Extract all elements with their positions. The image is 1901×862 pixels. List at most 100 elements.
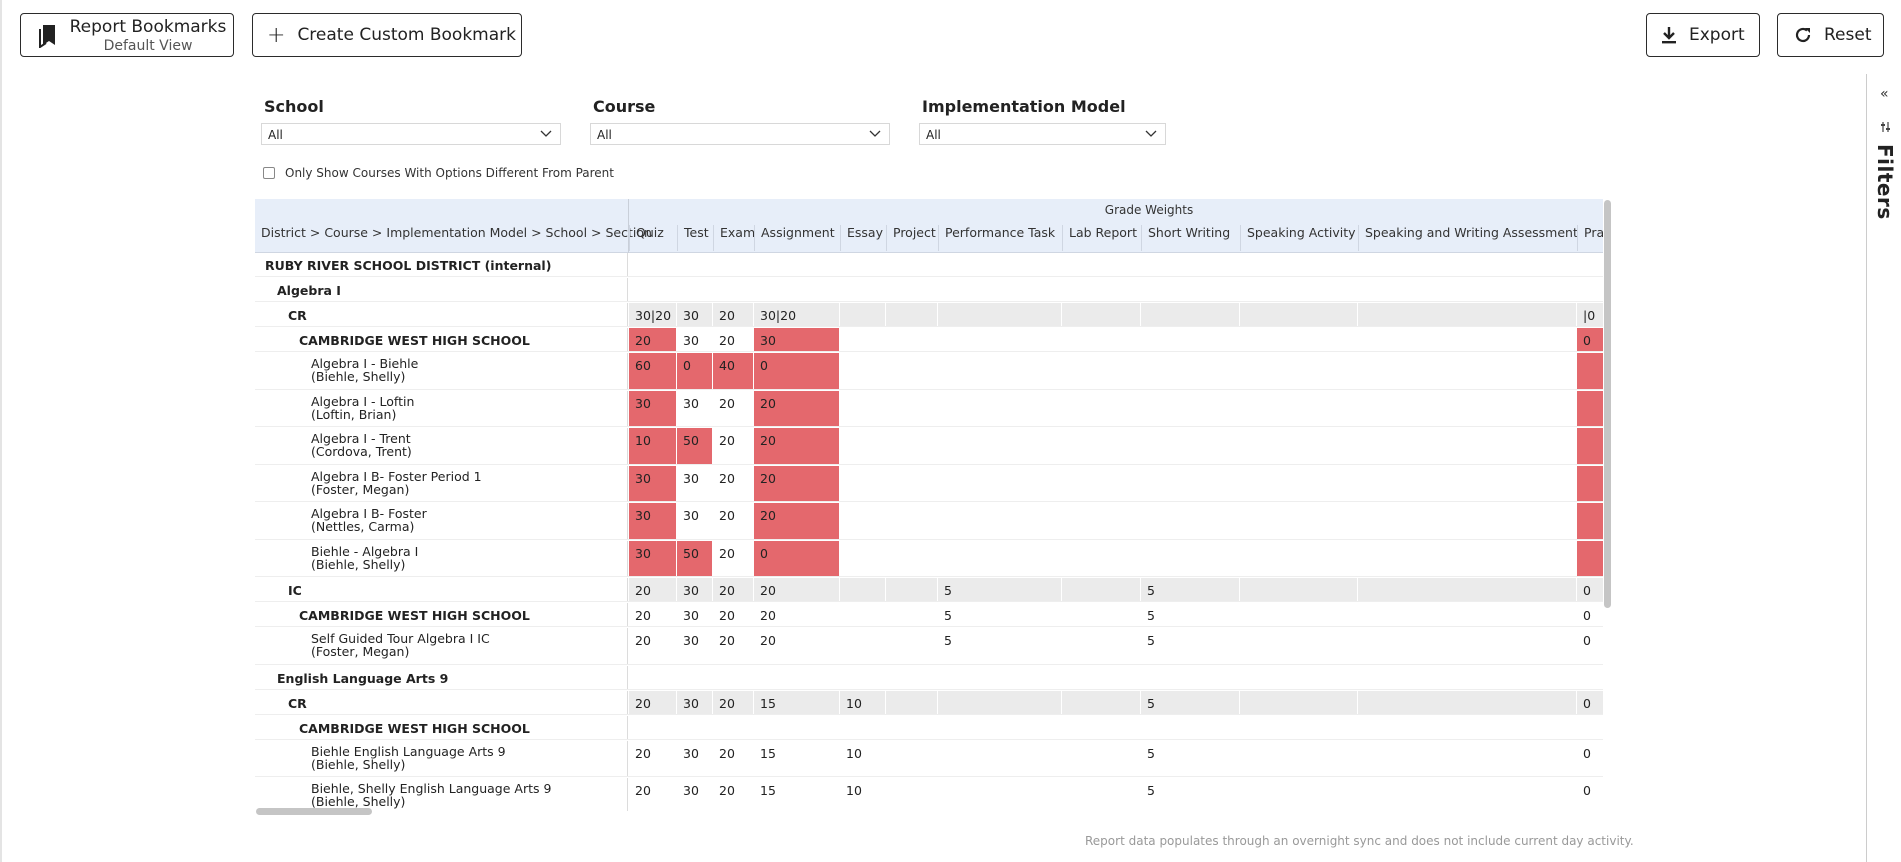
grade-weight-cell[interactable] — [1240, 578, 1358, 601]
grade-weight-cell[interactable]: 30 — [629, 503, 677, 539]
grade-weight-cell[interactable]: 30 — [677, 628, 713, 664]
grade-weight-cell[interactable]: 30 — [677, 328, 713, 351]
table-row[interactable]: CR 30|20 30 20 30|20 |0 — [255, 303, 1603, 327]
table-row[interactable]: RUBY RIVER SCHOOL DISTRICT (internal) — [255, 253, 1603, 277]
vertical-scrollbar[interactable] — [1604, 200, 1611, 608]
grade-weight-cell[interactable]: 20 — [713, 740, 754, 776]
grade-weight-cell[interactable]: 30 — [677, 303, 713, 326]
grade-weight-cell[interactable]: 0 — [1577, 741, 1603, 777]
grade-weight-cell[interactable]: 15 — [754, 778, 840, 811]
path-column-header[interactable]: District > Course > Implementation Model… — [261, 225, 652, 240]
grade-weight-cell[interactable] — [1577, 353, 1603, 389]
table-row[interactable]: English Language Arts 9 — [255, 665, 1603, 690]
grade-weight-cell[interactable]: 30 — [629, 540, 677, 576]
grade-weight-cell[interactable]: 0 — [754, 353, 840, 389]
grade-weight-cell[interactable]: 20 — [629, 603, 677, 626]
column-header[interactable]: Speaking Activity — [1240, 225, 1358, 251]
grade-weight-cell[interactable]: 20 — [713, 428, 754, 464]
grade-weight-cell[interactable]: 10 — [840, 740, 886, 776]
grade-weight-cell[interactable]: 20 — [629, 628, 677, 664]
grade-weight-cell[interactable]: 20 — [713, 503, 754, 539]
column-header[interactable]: Exam — [713, 225, 755, 251]
export-button[interactable]: Export — [1646, 13, 1760, 57]
grade-weight-cell[interactable]: 20 — [713, 328, 754, 351]
grade-weight-cell[interactable]: 5 — [938, 578, 1062, 601]
grade-weight-cell[interactable] — [1141, 303, 1240, 326]
column-header[interactable]: Quiz — [629, 225, 677, 251]
grade-weight-cell[interactable]: 5 — [938, 603, 1062, 626]
horizontal-scrollbar[interactable] — [256, 808, 372, 815]
table-row[interactable]: Algebra I - Trent (Cordova, Trent) 10 50 20 2… — [255, 428, 1603, 465]
grade-weight-cell[interactable]: 50 — [677, 428, 713, 464]
school-select[interactable]: All — [261, 123, 561, 145]
grade-weight-cell[interactable]: 30 — [754, 328, 840, 351]
grade-weight-cell[interactable]: 20 — [629, 578, 677, 601]
grade-weight-cell[interactable]: 0 — [1577, 328, 1603, 351]
grade-weight-cell[interactable] — [938, 303, 1062, 326]
grade-weight-cell[interactable]: 5 — [1141, 603, 1240, 626]
reset-button[interactable]: Reset — [1777, 13, 1884, 57]
table-row[interactable]: Algebra I B- Foster Period 1 (Foster, Meg… — [255, 465, 1603, 502]
grade-weight-cell[interactable]: 40 — [713, 353, 754, 389]
grade-weight-cell[interactable]: 20 — [713, 628, 754, 664]
grade-weight-cell[interactable]: 30|20 — [629, 303, 677, 326]
grade-weight-cell[interactable]: 20 — [713, 778, 754, 811]
grade-weight-cell[interactable]: 0 — [1577, 603, 1603, 626]
grade-weight-cell[interactable] — [840, 578, 886, 601]
table-row[interactable]: CAMBRIDGE WEST HIGH SCHOOL — [255, 715, 1603, 740]
table-row[interactable]: Algebra I - Biehle (Biehle, Shelly) 60 0 40 0 — [255, 353, 1603, 390]
table-row[interactable]: Biehle, Shelly English Language Arts 9 (B… — [255, 778, 1603, 811]
grade-weight-cell[interactable] — [1062, 578, 1141, 601]
table-row[interactable]: Biehle English Language Arts 9 (Biehle, S… — [255, 740, 1603, 777]
table-row[interactable]: CAMBRIDGE WEST HIGH SCHOOL 20 30 20 20 5 5 0 — [255, 603, 1603, 627]
column-header[interactable]: Short Writing — [1141, 225, 1240, 251]
column-header[interactable]: Project — [886, 225, 938, 251]
table-row[interactable]: Self Guided Tour Algebra I IC (Foster, Me… — [255, 628, 1603, 665]
table-row[interactable]: CR 20 30 20 15 10 5 0 — [255, 690, 1603, 715]
grade-weight-cell[interactable]: 0 — [677, 353, 713, 389]
table-row[interactable]: Algebra I - Loftin (Loftin, Brian) 30 30 20 2… — [255, 390, 1603, 427]
grade-weight-cell[interactable] — [1577, 428, 1603, 464]
grade-weight-cell[interactable]: 0 — [754, 540, 840, 576]
grade-weight-cell[interactable]: 10 — [840, 690, 886, 714]
column-header[interactable]: Lab Report — [1062, 225, 1141, 251]
implementation-model-select[interactable]: All — [919, 123, 1166, 145]
grade-weight-cell[interactable] — [886, 303, 938, 326]
grade-weight-cell[interactable]: 30 — [677, 740, 713, 776]
grade-weight-cell[interactable]: 20 — [754, 465, 840, 501]
grade-weight-cell[interactable]: 10 — [840, 778, 886, 811]
filters-panel-rail[interactable]: « Filters — [1866, 74, 1901, 862]
grade-weight-cell[interactable] — [1062, 303, 1141, 326]
course-select[interactable]: All — [590, 123, 890, 145]
grade-weight-cell[interactable]: |0 — [1577, 303, 1603, 326]
table-row[interactable]: IC 20 30 20 20 5 5 0 — [255, 578, 1603, 602]
grade-weight-cell[interactable]: 20 — [713, 390, 754, 426]
only-different-options-row[interactable]: Only Show Courses With Options Different… — [263, 166, 614, 180]
grade-weight-cell[interactable]: 30 — [629, 465, 677, 501]
grade-weight-cell[interactable] — [1358, 690, 1577, 714]
grade-weight-cell[interactable]: 5 — [1141, 628, 1240, 664]
grade-weight-cell[interactable]: 20 — [754, 390, 840, 426]
grade-weight-cell[interactable]: 15 — [754, 690, 840, 714]
create-custom-bookmark-button[interactable]: + Create Custom Bookmark — [252, 13, 522, 57]
grade-weight-cell[interactable] — [1358, 578, 1577, 601]
grade-weight-cell[interactable]: 10 — [629, 428, 677, 464]
column-header[interactable]: Practice A — [1577, 225, 1603, 251]
grade-weight-cell[interactable]: 30 — [677, 503, 713, 539]
grade-weight-cell[interactable] — [1240, 303, 1358, 326]
grade-weight-cell[interactable]: 20 — [629, 778, 677, 811]
grade-weight-cell[interactable] — [938, 690, 1062, 714]
grade-weight-cell[interactable]: 5 — [1141, 690, 1240, 714]
grade-weight-cell[interactable] — [1577, 465, 1603, 501]
grade-weight-cell[interactable]: 5 — [938, 628, 1062, 664]
grade-weight-cell[interactable]: 0 — [1577, 691, 1603, 714]
grade-weight-cell[interactable]: 30 — [677, 778, 713, 811]
grade-weight-cell[interactable] — [1577, 503, 1603, 539]
report-bookmarks-button[interactable]: Report Bookmarks Default View — [20, 13, 234, 57]
grade-weight-cell[interactable]: 20 — [754, 603, 840, 626]
grade-weight-cell[interactable]: 15 — [754, 740, 840, 776]
grade-weight-cell[interactable]: 20 — [713, 465, 754, 501]
column-header[interactable]: Speaking and Writing Assessment — [1358, 225, 1578, 251]
grade-weight-cell[interactable] — [886, 578, 938, 601]
grade-weight-cell[interactable]: 30 — [629, 390, 677, 426]
